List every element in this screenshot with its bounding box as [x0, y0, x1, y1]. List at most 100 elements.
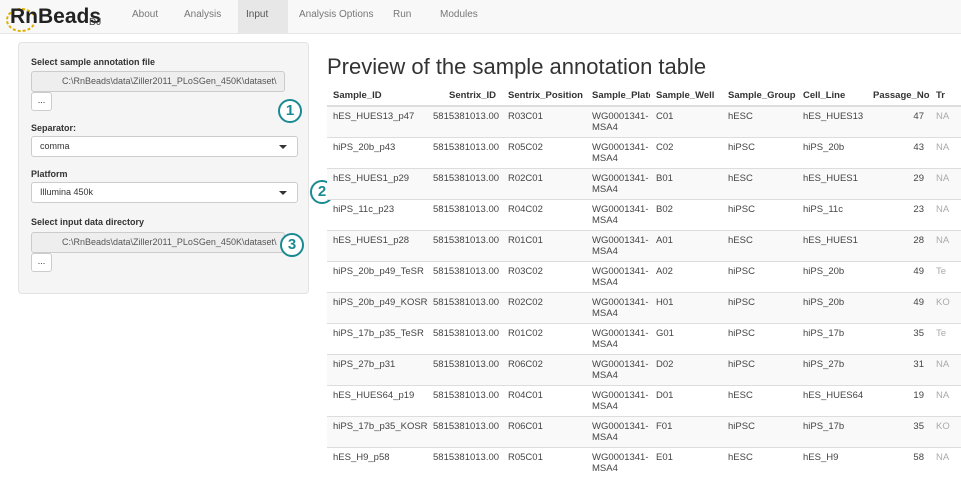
column-header: Sample_Well: [650, 86, 722, 107]
table-cell: R04C01: [502, 385, 586, 417]
table-cell: hES_H9_p58: [327, 447, 427, 479]
nav-item[interactable]: About: [132, 9, 159, 20]
column-header: Cell_Line: [797, 86, 867, 107]
table-cell: hES_HUES13: [797, 105, 867, 138]
table: Sample_ID Sentrix_ID Sentrix_Position Sampl…: [327, 86, 961, 479]
table-cell: hESC: [722, 385, 797, 417]
table-cell: 5815381013.00: [427, 230, 502, 262]
browse-button[interactable]: ...: [31, 253, 52, 272]
table-cell: NA: [930, 168, 961, 200]
table-cell: hiPSC: [722, 137, 797, 169]
table-cell: NA: [930, 230, 961, 262]
table-row: hiPS_17b_p35_TeSR 5815381013.00 R01C02 WG00…: [327, 323, 961, 355]
dir-input[interactable]: C:\RnBeads\data\Ziller2011_PLoSGen_450K\…: [31, 232, 285, 253]
table-cell: 5815381013.00: [427, 354, 502, 386]
select[interactable]: comma: [31, 136, 298, 157]
column-header: Sentrix_ID: [427, 86, 502, 107]
table-title: Preview of the sample annotation table: [327, 54, 707, 79]
table-cell: hiPS_17b: [797, 416, 867, 448]
table-row: hES_HUES64_p19 5815381013.00 R04C01 WG00013…: [327, 385, 961, 417]
table-cell: KO: [930, 292, 961, 324]
label: Select input data directory: [31, 217, 145, 227]
table-cell: WG0001341-MSA4: [586, 137, 650, 169]
table-cell: 5815381013.00: [427, 292, 502, 324]
nav-item[interactable]: Analysis Options: [299, 9, 374, 20]
table-row: hES_HUES1_p28 5815381013.00 R01C01 WG000134…: [327, 230, 961, 262]
table-row: hES_HUES13_p47 5815381013.00 R03C01 WG00013…: [327, 105, 961, 138]
table-cell: 5815381013.00: [427, 385, 502, 417]
table-cell: hiPS_17b: [797, 323, 867, 355]
navbar: RnBeads DJ About Analysis Input Analysis…: [0, 0, 961, 34]
column-header: Sample_Group: [722, 86, 797, 107]
table-cell: D02: [650, 354, 722, 386]
table-cell: WG0001341-MSA4: [586, 416, 650, 448]
sidebar: Select sample annotation file C:\RnBeads…: [18, 42, 309, 294]
brand[interactable]: RnBeads: [10, 5, 102, 28]
table-cell: hiPSC: [722, 292, 797, 324]
table-cell: WG0001341-MSA4: [586, 168, 650, 200]
table-cell: 5815381013.00: [427, 323, 502, 355]
table-cell: hiPSC: [722, 261, 797, 293]
table-cell: G01: [650, 323, 722, 355]
logo-beads: [6, 8, 36, 32]
table-cell: 35: [867, 323, 930, 355]
table-cell: hiPS_20b: [797, 261, 867, 293]
table-cell: R06C02: [502, 354, 586, 386]
table-cell: R03C01: [502, 105, 586, 138]
table-cell: WG0001341-MSA4: [586, 323, 650, 355]
table-cell: NA: [930, 447, 961, 479]
table-cell: hES_HUES1: [797, 168, 867, 200]
nav-item[interactable]: Input: [238, 0, 288, 34]
table-cell: R05C01: [502, 447, 586, 479]
table-cell: hES_HUES1: [797, 230, 867, 262]
table-cell: 5815381013.00: [427, 168, 502, 200]
table-cell: R01C02: [502, 323, 586, 355]
table-cell: hiPS_17b_p35_TeSR: [327, 323, 427, 355]
table-cell: WG0001341-MSA4: [586, 292, 650, 324]
browse-button[interactable]: ...: [31, 92, 52, 111]
table-cell: 5815381013.00: [427, 105, 502, 138]
table-row: hiPS_20b_p49_KOSR 5815381013.00 R02C02 WG00…: [327, 292, 961, 324]
table-cell: 31: [867, 354, 930, 386]
table-cell: 19: [867, 385, 930, 417]
table-row: hiPS_20b_p49_TeSR 5815381013.00 R03C02 WG00…: [327, 261, 961, 293]
table-cell: 29: [867, 168, 930, 200]
select[interactable]: Illumina 450k: [31, 182, 298, 203]
file-input[interactable]: C:\RnBeads\data\Ziller2011_PLoSGen_450K\…: [31, 71, 285, 92]
table-cell: NA: [930, 137, 961, 169]
table-cell: A02: [650, 261, 722, 293]
label: Separator:: [31, 123, 77, 133]
table-row: hES_HUES1_p29 5815381013.00 R02C01 WG000134…: [327, 168, 961, 200]
table-body: hES_HUES13_p47 5815381013.00 R03C01 WG00013…: [327, 105, 961, 479]
table-cell: R02C01: [502, 168, 586, 200]
table-cell: hiPSC: [722, 354, 797, 386]
table-cell: hESC: [722, 447, 797, 479]
nav-item[interactable]: Run: [393, 9, 412, 20]
nav-item[interactable]: Analysis: [184, 9, 222, 20]
table-cell: hiPS_27b_p31: [327, 354, 427, 386]
table-cell: WG0001341-MSA4: [586, 261, 650, 293]
table-cell: hiPS_17b_p35_KOSR: [327, 416, 427, 448]
column-header: Sample_Plate: [586, 86, 650, 107]
table-row: hiPS_11c_p23 5815381013.00 R04C02 WG0001341…: [327, 199, 961, 231]
table-cell: hiPS_11c_p23: [327, 199, 427, 231]
table-cell: WG0001341-MSA4: [586, 199, 650, 231]
table-cell: C02: [650, 137, 722, 169]
table-cell: hiPSC: [722, 199, 797, 231]
table-cell: 35: [867, 416, 930, 448]
table-cell: NA: [930, 105, 961, 138]
table-cell: 49: [867, 261, 930, 293]
header-row: Sample_ID Sentrix_ID Sentrix_Position Sampl…: [327, 86, 961, 107]
table-cell: 5815381013.00: [427, 261, 502, 293]
table-cell: F01: [650, 416, 722, 448]
table-cell: WG0001341-MSA4: [586, 447, 650, 479]
brand-sub: DJ: [89, 17, 102, 28]
table-cell: B02: [650, 199, 722, 231]
table-cell: R06C01: [502, 416, 586, 448]
table-cell: 43: [867, 137, 930, 169]
table-cell: hiPS_20b: [797, 292, 867, 324]
table-cell: hiPS_20b_p43: [327, 137, 427, 169]
table-cell: WG0001341-MSA4: [586, 385, 650, 417]
nav-item[interactable]: Modules: [440, 9, 478, 20]
table-cell: D01: [650, 385, 722, 417]
